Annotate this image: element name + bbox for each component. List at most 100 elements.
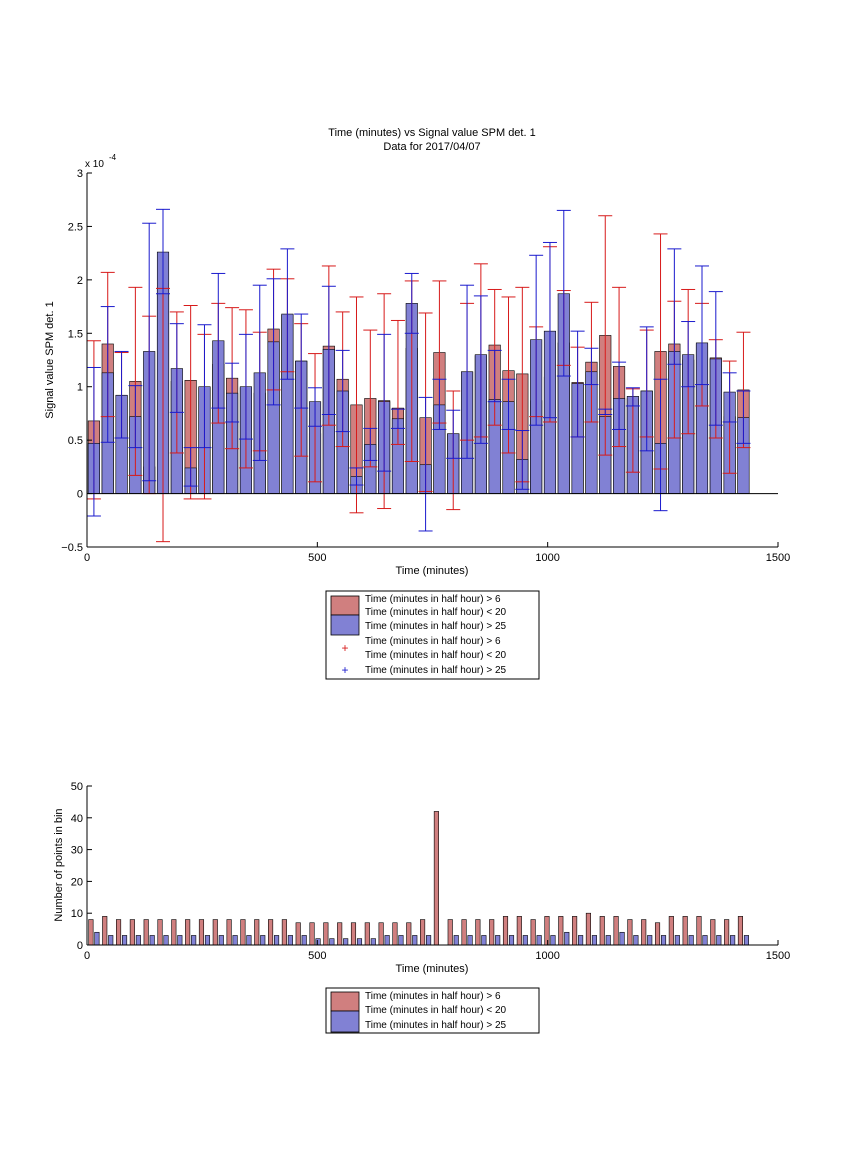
chart2-bar-series1-17: [323, 922, 329, 946]
chart2-bar-series2-16: [315, 938, 321, 946]
chart1-axes: 0 500 1000 1500−0.500.511.522.53: [61, 168, 790, 564]
chart2-bar-series2-7: [191, 935, 197, 946]
chart2-bar-series1-8: [198, 919, 205, 946]
chart2-legend-box: [325, 987, 540, 1034]
chart2-bar-series1-44: [696, 916, 702, 946]
chart2-bar-series2-31: [522, 935, 528, 946]
chart2-bar-series2-35: [578, 935, 584, 946]
chart1-bars: [87, 251, 750, 494]
chart2-bar-series2-42: [674, 935, 680, 946]
chart2-bar-series2-11: [246, 935, 252, 946]
chart2-y-axis-label: Number of points in bin: [53, 808, 65, 921]
chart2-y-tick-label: 20: [71, 876, 83, 888]
chart2-bar-series1-22: [392, 922, 398, 946]
legend1-marker-red-plus-icon: +: [341, 641, 348, 655]
legend1-swatch-a: [330, 595, 360, 616]
chart2-bar-series2-27: [467, 935, 473, 946]
chart1-x-axis-label: Time (minutes): [396, 565, 469, 577]
chart1-y-tick-label: 2: [77, 275, 83, 287]
chart1-y-tick-label: −0.5: [61, 542, 83, 554]
chart2-bar-series1-30: [502, 916, 509, 946]
chart2-bar-series1-6: [171, 919, 177, 946]
chart-count: 0 500 1000 1500 0 10 20 30 40 50 Time (minutes) N…: [53, 781, 790, 975]
chart2-bar-series2-18: [343, 938, 349, 946]
chart-signal: Time (minutes) vs Signal value SPM det. …: [44, 127, 790, 577]
chart2-bar-series1-0: [88, 919, 94, 946]
chart2-x-tick-label: 1500: [766, 950, 790, 962]
chart2-bar-series1-47: [737, 916, 744, 946]
chart2-bar-series1-38: [613, 916, 619, 946]
chart2-bar-series1-15: [295, 922, 301, 946]
chart2-bar-series2-46: [730, 935, 736, 946]
chart2-bar-series1-18: [337, 922, 343, 946]
chart2-bar-series1-5: [157, 919, 163, 946]
chart2-bar-series2-22: [398, 935, 404, 946]
chart2-bar-series1-28: [475, 919, 481, 946]
chart2-bar-series1-34: [558, 916, 564, 946]
chart2-bar-series2-5: [163, 935, 169, 946]
chart1-y-exponent-label: x 10: [85, 159, 104, 170]
chart2-bar-series1-3: [129, 919, 135, 946]
chart2-bar-series2-38: [619, 931, 625, 946]
chart2-bar-series1-1: [102, 916, 108, 946]
chart2-bar-series2-9: [218, 935, 224, 946]
legend1-label-c2: Time (minutes in half hour) < 20: [365, 650, 507, 661]
chart2-x-tick-label: 500: [308, 950, 326, 962]
chart2-bar-series1-31: [516, 916, 522, 946]
chart2-y-tick-label: 0: [77, 940, 83, 952]
chart2-bar-series1-7: [185, 919, 191, 946]
chart1-y-axis-label: Signal value SPM det. 1: [44, 301, 56, 418]
chart2-legend: Time (minutes in half hour) > 6 Time (mi…: [325, 987, 540, 1034]
chart2-bar-series1-16: [309, 922, 315, 946]
chart2-bar-series2-14: [287, 935, 293, 946]
chart2-bar-series2-36: [591, 935, 597, 946]
chart2-bar-series2-1: [108, 935, 114, 946]
legend2-swatch-b: [330, 1010, 360, 1033]
chart2-bar-series2-23: [412, 935, 418, 946]
chart2-bar-series1-26: [447, 919, 453, 946]
chart2-bar-series2-28: [481, 935, 487, 946]
chart2-bar-series2-20: [370, 938, 376, 946]
legend1-marker-blue-plus-icon: +: [341, 663, 348, 677]
chart2-bar-series2-17: [329, 938, 335, 946]
chart1-y-tick-label: 1: [77, 382, 83, 394]
chart2-bar-series1-32: [530, 919, 536, 946]
chart2-bar-series2-19: [356, 938, 363, 946]
chart2-y-tick-label: 50: [71, 781, 83, 793]
chart1-y-tick-label: 2.5: [68, 221, 83, 233]
legend1-label-b: Time (minutes in half hour) > 25: [365, 621, 507, 632]
chart2-bar-series2-33: [550, 935, 556, 946]
chart2-bar-series1-46: [724, 919, 730, 946]
legend1-label-a1: Time (minutes in half hour) > 6: [365, 594, 501, 605]
chart2-bar-series2-29: [495, 935, 501, 946]
chart1-subtitle: Data for 2017/04/07: [383, 141, 480, 153]
chart2-bar-series1-12: [254, 919, 260, 946]
chart1-title: Time (minutes) vs Signal value SPM det. …: [328, 127, 535, 139]
chart2-bar-series1-13: [268, 919, 274, 946]
chart2-bar-series1-9: [212, 919, 218, 946]
chart1-x-tick-label: 500: [308, 552, 326, 564]
chart2-bar-series1-2: [116, 919, 122, 946]
chart1-y-tick-label: 0.5: [68, 435, 83, 447]
chart2-bar-series2-34: [564, 931, 570, 946]
chart2-bar-series1-14: [281, 919, 287, 946]
chart2-bar-series1-25: [433, 811, 439, 946]
chart2-bar-series2-24: [426, 935, 432, 946]
legend1-label-a2: Time (minutes in half hour) < 20: [365, 607, 507, 618]
legend1-label-c1: Time (minutes in half hour) > 6: [365, 636, 501, 647]
legend2-swatch-a: [330, 991, 360, 1012]
chart2-bar-series2-10: [232, 935, 238, 946]
chart2-bar-series2-45: [716, 935, 722, 946]
legend2-label-a2: Time (minutes in half hour) < 20: [365, 1005, 507, 1016]
chart1-x-tick-label: 0: [84, 552, 90, 564]
chart2-axes: 0 500 1000 1500 0 10 20 30 40 50: [71, 781, 790, 962]
chart2-bar-series2-39: [633, 935, 639, 946]
chart2-bar-series2-32: [536, 935, 542, 946]
chart2-bars: [88, 811, 750, 946]
chart2-bar-series1-11: [240, 919, 246, 946]
chart2-bar-series2-4: [149, 935, 155, 946]
chart2-bar-series2-6: [177, 935, 183, 946]
legend1-swatch-b: [330, 614, 360, 636]
chart2-bar-series2-26: [453, 935, 459, 946]
chart2-bar-series2-15: [301, 935, 307, 946]
